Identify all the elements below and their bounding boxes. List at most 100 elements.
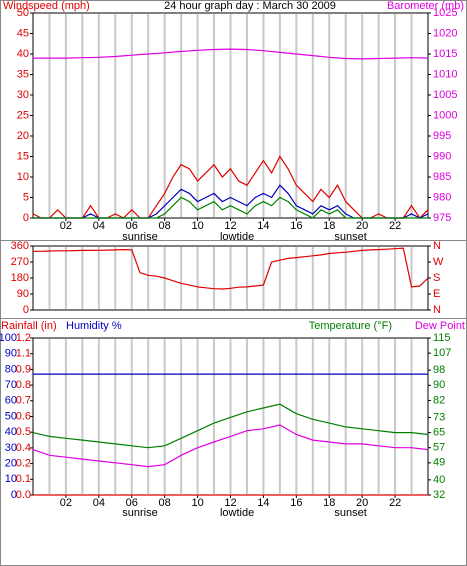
x-tick-label: 20 bbox=[356, 497, 368, 509]
y2-tick-label: 1015 bbox=[433, 48, 457, 60]
y3-tick-label: 1.2 bbox=[16, 332, 31, 344]
y3-tick-label: 0.8 bbox=[16, 379, 31, 391]
y-tick-label: 0 bbox=[23, 304, 29, 316]
y2-tick-label: 990 bbox=[433, 150, 451, 162]
x-tick-label: 02 bbox=[60, 497, 72, 509]
y2-tick-label: N bbox=[433, 304, 441, 316]
y-tick-label: 50 bbox=[5, 410, 17, 422]
y-tick-label: 270 bbox=[11, 256, 29, 268]
y-tick-label: 40 bbox=[17, 48, 29, 60]
y-tick-label: 45 bbox=[17, 27, 29, 39]
y2-tick-label: 980 bbox=[433, 191, 451, 203]
annotation: lowtide bbox=[220, 231, 254, 243]
series-line bbox=[32, 403, 429, 449]
y3-tick-label: 0.7 bbox=[16, 395, 31, 407]
series-line bbox=[33, 48, 429, 60]
y2-tick-label: 1005 bbox=[433, 89, 457, 101]
y2-tick-label: 995 bbox=[433, 130, 451, 142]
legend-label: Humidity % bbox=[66, 320, 122, 332]
chart-title: 24 hour graph day : March 30 2009 bbox=[164, 0, 336, 12]
x-tick-label: 10 bbox=[191, 497, 203, 509]
y2-tick-label: 49 bbox=[433, 457, 445, 469]
y3-tick-label: 0.2 bbox=[16, 458, 31, 470]
y2-tick-label: 1010 bbox=[433, 68, 457, 80]
y-tick-label: 90 bbox=[17, 288, 29, 300]
series-line bbox=[33, 196, 428, 219]
x-tick-label: 08 bbox=[159, 497, 171, 509]
y3-tick-label: 0.4 bbox=[16, 442, 31, 454]
annotation: sunrise bbox=[122, 507, 157, 519]
x-tick-label: 22 bbox=[389, 220, 401, 232]
y-tick-label: 70 bbox=[5, 379, 17, 391]
y-tick-label: 10 bbox=[5, 473, 17, 485]
legend-label: Rainfall (in) bbox=[1, 320, 57, 332]
x-tick-label: 12 bbox=[224, 497, 236, 509]
y-tick-label: 35 bbox=[17, 68, 29, 80]
y2-tick-label: 90 bbox=[433, 379, 445, 391]
y-tick-label: 360 bbox=[11, 240, 29, 252]
y3-tick-label: 0.9 bbox=[16, 363, 31, 375]
y-tick-label: 5 bbox=[23, 191, 29, 203]
x-tick-label: 08 bbox=[159, 220, 171, 232]
y-tick-label: 180 bbox=[11, 272, 29, 284]
y3-tick-label: 0.6 bbox=[16, 410, 31, 422]
y2-tick-label: 985 bbox=[433, 171, 451, 183]
y2-tick-label: 57 bbox=[433, 442, 445, 454]
y3-tick-label: 0.5 bbox=[16, 426, 31, 438]
y-tick-label: 20 bbox=[5, 458, 17, 470]
y-tick-label: 60 bbox=[5, 395, 17, 407]
y2-axis-title: Barometer (mb) bbox=[387, 0, 464, 12]
x-tick-label: 04 bbox=[93, 497, 105, 509]
x-tick-label: 06 bbox=[126, 497, 138, 509]
x-tick-label: 20 bbox=[356, 220, 368, 232]
y3-tick-label: 1.1 bbox=[16, 348, 31, 360]
y2-tick-label: 40 bbox=[433, 474, 445, 486]
y-axis-title: Windspeed (mph) bbox=[3, 0, 90, 12]
x-tick-label: 04 bbox=[93, 220, 105, 232]
x-tick-label: 16 bbox=[290, 220, 302, 232]
annotation: sunset bbox=[334, 231, 366, 243]
y2-tick-label: 115 bbox=[433, 332, 451, 344]
x-tick-label: 02 bbox=[60, 220, 72, 232]
annotation: sunset bbox=[334, 507, 366, 519]
y3-tick-label: 0.0 bbox=[16, 489, 31, 501]
y-tick-label: 50 bbox=[17, 7, 29, 19]
y2-tick-label: 73 bbox=[433, 411, 445, 423]
legend-label: Temperature (°F) bbox=[309, 320, 392, 332]
x-tick-label: 10 bbox=[191, 220, 203, 232]
y2-tick-label: 1000 bbox=[433, 109, 457, 121]
x-tick-label: 18 bbox=[323, 497, 335, 509]
y2-tick-label: 82 bbox=[433, 394, 445, 406]
annotation: sunrise bbox=[122, 231, 157, 243]
x-tick-label: 14 bbox=[257, 497, 269, 509]
y-tick-label: 40 bbox=[5, 426, 17, 438]
y2-tick-label: 107 bbox=[433, 347, 451, 359]
y2-tick-label: W bbox=[433, 256, 444, 268]
y2-tick-label: 1025 bbox=[433, 7, 457, 19]
y-tick-label: 0 bbox=[23, 212, 29, 224]
x-tick-label: 12 bbox=[224, 220, 236, 232]
legend-label: Dew Point bbox=[415, 320, 465, 332]
y-tick-label: 30 bbox=[5, 442, 17, 454]
y-tick-label: 25 bbox=[17, 109, 29, 121]
y-tick-label: 30 bbox=[17, 89, 29, 101]
y2-tick-label: 32 bbox=[433, 489, 445, 501]
y3-tick-label: 0.1 bbox=[16, 473, 31, 485]
x-tick-label: 06 bbox=[126, 220, 138, 232]
y2-tick-label: 1020 bbox=[433, 27, 457, 39]
y-tick-label: 10 bbox=[17, 171, 29, 183]
y2-tick-label: S bbox=[433, 272, 440, 284]
y-tick-label: 0 bbox=[11, 489, 17, 501]
y2-tick-label: N bbox=[433, 240, 441, 252]
x-tick-label: 16 bbox=[290, 497, 302, 509]
y-tick-label: 20 bbox=[17, 130, 29, 142]
y2-tick-label: 65 bbox=[433, 426, 445, 438]
y-tick-label: 15 bbox=[17, 150, 29, 162]
series-line bbox=[33, 247, 429, 290]
x-tick-label: 18 bbox=[323, 220, 335, 232]
series-line bbox=[32, 424, 429, 468]
y2-tick-label: 98 bbox=[433, 364, 445, 376]
annotation: lowtide bbox=[220, 507, 254, 519]
y-tick-label: 80 bbox=[5, 363, 17, 375]
